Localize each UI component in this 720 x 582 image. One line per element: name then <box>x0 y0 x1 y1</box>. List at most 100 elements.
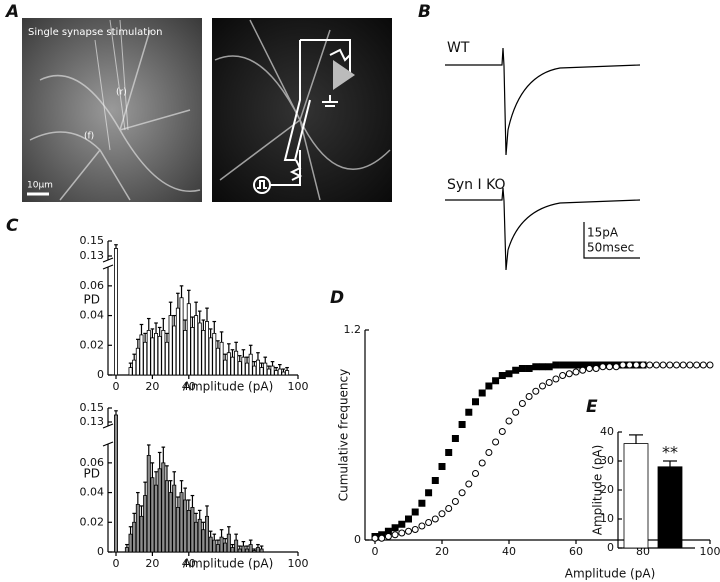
y-tick-label: 0.02 <box>80 338 105 351</box>
bar <box>281 371 286 376</box>
bar <box>201 529 206 553</box>
point <box>445 505 453 512</box>
point <box>478 459 486 467</box>
bar <box>128 367 133 376</box>
y-tick-label: 1.2 <box>344 323 362 336</box>
bar <box>150 477 155 553</box>
y-tick-label: 0 <box>97 368 104 381</box>
y-tick-label: 30 <box>600 454 614 467</box>
point <box>666 361 674 369</box>
point <box>492 377 500 385</box>
x-tick-label: 20 <box>145 557 159 570</box>
point <box>505 417 513 425</box>
pipette-label: (r) <box>116 88 127 98</box>
micrograph-right <box>212 18 392 202</box>
bar <box>241 356 246 376</box>
y-tick-label: 0 <box>354 533 361 546</box>
point <box>532 387 540 395</box>
bar <box>245 548 250 553</box>
bar <box>124 547 129 553</box>
point <box>545 363 553 371</box>
point <box>592 365 600 372</box>
bar <box>132 521 137 553</box>
point <box>673 361 680 369</box>
point <box>606 363 613 371</box>
point <box>498 428 506 435</box>
x-tick-label: 0 <box>113 380 120 393</box>
image-caption: Single synapse stimulation <box>28 27 162 38</box>
bar <box>135 347 140 376</box>
point <box>652 361 660 369</box>
point <box>572 368 580 376</box>
x-tick-label: 40 <box>182 557 196 570</box>
pipettes <box>94 19 129 151</box>
bar <box>143 341 148 376</box>
bar <box>234 539 239 553</box>
y-tick-label: 0 <box>97 545 104 558</box>
bar <box>186 509 191 553</box>
axis-break <box>102 441 114 447</box>
point <box>418 499 426 507</box>
bar <box>197 518 202 553</box>
point <box>458 489 466 497</box>
point <box>391 531 399 539</box>
bar <box>657 466 683 549</box>
point <box>552 361 560 369</box>
bar <box>230 356 235 376</box>
point <box>512 408 520 416</box>
bar <box>248 544 253 553</box>
bar <box>277 368 282 376</box>
point <box>398 529 406 537</box>
y-tick-label: 0.06 <box>80 456 105 469</box>
point <box>686 361 694 369</box>
bar <box>164 341 169 376</box>
bar <box>194 315 199 376</box>
amplifier <box>333 60 355 90</box>
bar <box>172 325 177 376</box>
point <box>425 489 433 497</box>
x-axis-label: Amplitude (pA) <box>183 557 274 571</box>
point <box>505 370 513 378</box>
bar <box>623 443 649 549</box>
bar <box>255 359 260 376</box>
x-tick-label: 20 <box>435 545 449 558</box>
y-tick-label: 0.13 <box>80 249 105 262</box>
bar <box>128 533 133 553</box>
point <box>518 400 526 407</box>
x-tick-label: 40 <box>502 545 516 558</box>
micrograph-left <box>22 18 202 202</box>
point <box>451 435 459 442</box>
point <box>371 534 379 542</box>
y-tick-label: 0 <box>607 541 614 554</box>
point <box>391 524 399 532</box>
bar <box>212 332 217 376</box>
point <box>525 365 533 372</box>
x-tick-label: 0 <box>113 557 120 570</box>
bar <box>226 352 231 376</box>
bar <box>223 542 228 553</box>
significance: ** <box>662 443 678 462</box>
bar <box>183 499 188 553</box>
point <box>559 372 567 379</box>
point <box>451 498 459 505</box>
bar <box>266 368 271 376</box>
y-tick-label: 0.04 <box>80 309 105 322</box>
neurites <box>214 19 391 201</box>
point <box>384 533 392 540</box>
bar <box>219 341 224 376</box>
point <box>699 361 707 369</box>
point <box>693 361 701 369</box>
point <box>378 534 386 542</box>
point <box>579 366 587 374</box>
point <box>565 361 573 369</box>
point <box>539 382 546 390</box>
x-tick-label: 20 <box>145 380 159 393</box>
x-tick-label: 60 <box>569 545 583 558</box>
bar <box>215 544 220 553</box>
bar <box>164 480 169 553</box>
point <box>632 361 640 369</box>
trace <box>445 47 641 156</box>
y-axis-label: Amplitude (pA) <box>591 445 605 536</box>
point <box>418 522 426 530</box>
